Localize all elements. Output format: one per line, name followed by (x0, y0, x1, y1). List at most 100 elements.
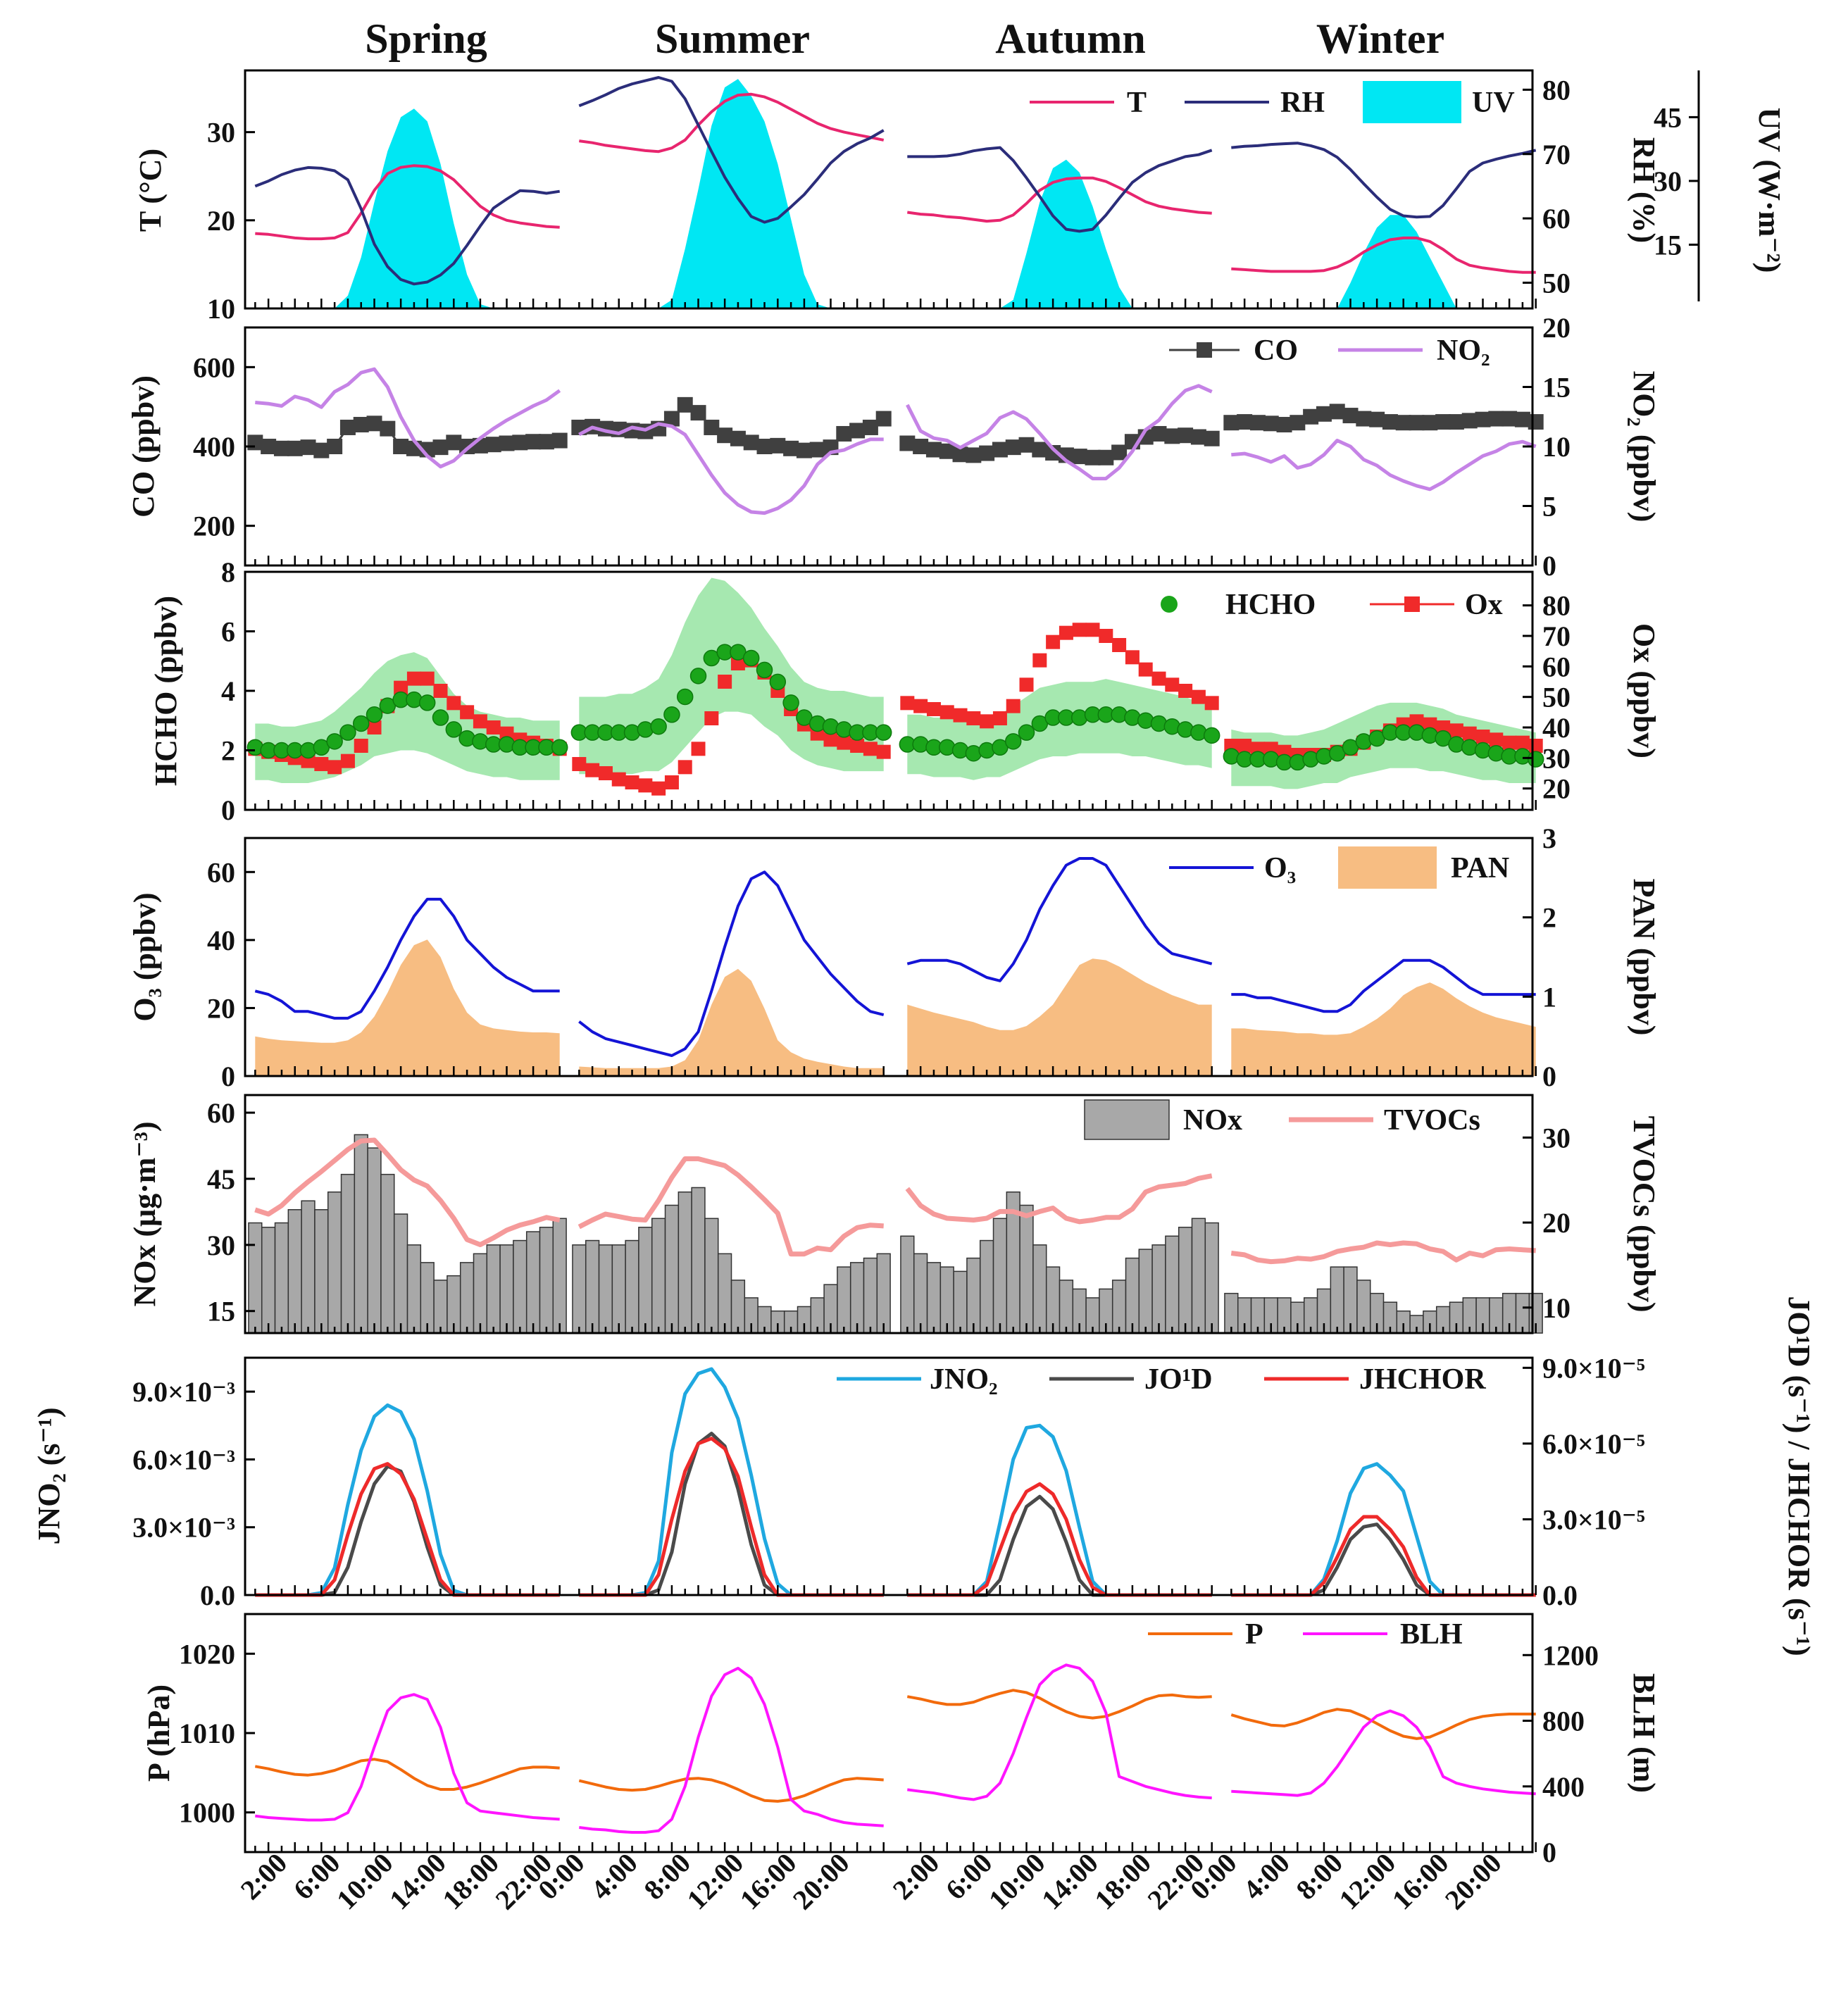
nox-bar (314, 1208, 329, 1334)
left-tick-label: 0 (221, 794, 235, 826)
ox-marker (1165, 677, 1180, 692)
legend-marker-ox (1404, 596, 1420, 612)
y-axis-label-blh: BLH (m) (1627, 1673, 1661, 1793)
right-tick-label: 400 (1542, 1771, 1585, 1803)
ox-marker (1112, 638, 1127, 652)
nox-bar (248, 1222, 263, 1334)
co-marker (287, 440, 303, 456)
legend-label-blh: BLH (1400, 1618, 1463, 1651)
p-line-autumn (906, 1689, 1212, 1720)
season-title-winter: Winter (1316, 15, 1444, 62)
co-marker (899, 435, 916, 451)
ox-marker (664, 775, 679, 789)
x-tick-label: 2:00 (887, 1847, 946, 1906)
co-marker (1204, 430, 1220, 446)
left-tick-label: 1020 (179, 1638, 235, 1670)
nox-bar (393, 1213, 408, 1334)
co-marker (551, 432, 568, 449)
ox-marker (598, 766, 613, 780)
x-tick-label: 20:00 (787, 1847, 856, 1916)
ox-marker (900, 696, 915, 711)
ox-marker (1072, 623, 1087, 637)
co-marker (247, 434, 263, 451)
co-marker (446, 434, 462, 451)
right-tick-label: 0 (1542, 550, 1556, 582)
ox-marker (611, 772, 626, 787)
uv-tick-label: 30 (1654, 165, 1682, 197)
ox-marker (585, 763, 600, 777)
ox-marker (447, 696, 461, 711)
left-tick-label: 400 (193, 431, 235, 463)
co-marker (1435, 414, 1451, 430)
nox-bar (1165, 1235, 1180, 1334)
nox-bar (1138, 1249, 1153, 1334)
co-marker (1395, 415, 1411, 431)
ox-marker (876, 744, 891, 759)
co-marker (380, 420, 396, 437)
uv-area-autumn (999, 159, 1132, 308)
right-tick-label: 2 (1542, 902, 1556, 934)
ox-marker (1059, 625, 1073, 640)
nox-bar (420, 1262, 435, 1334)
co-marker (1422, 415, 1438, 431)
right-tick-label: 5 (1542, 491, 1556, 523)
co-marker (925, 442, 942, 458)
co-marker (1290, 415, 1306, 431)
right-tick-label: 20 (1542, 773, 1571, 805)
legend-label-rh: RH (1280, 87, 1325, 119)
ox-marker (1409, 714, 1424, 729)
ox-marker (1489, 732, 1504, 747)
left-tick-label: 15 (207, 1296, 235, 1327)
nox-bar (691, 1187, 706, 1334)
nox-bar (611, 1244, 626, 1334)
t-line-summer (579, 92, 885, 154)
x-tick-label: 10:00 (982, 1847, 1051, 1916)
nox-bar (473, 1253, 488, 1334)
nox-bar (704, 1218, 719, 1334)
nox-bar (340, 1173, 356, 1334)
legend-label-jhchor: JHCHOR (1359, 1363, 1486, 1396)
nox-bar (552, 1218, 567, 1334)
ox-marker (1032, 653, 1047, 668)
legend-label-ox: Ox (1465, 589, 1503, 621)
right-tick-label: 3.0×10⁻⁵ (1542, 1503, 1645, 1535)
left-tick-label: 4 (221, 675, 235, 707)
co-marker (393, 439, 409, 454)
y-axis-label-jno2: JNO₂ (s⁻¹) (32, 1407, 66, 1544)
legend-label-no2: NO₂ (1437, 334, 1490, 367)
nox-bar (1151, 1244, 1166, 1334)
hcho-marker (689, 668, 707, 684)
ox-marker (1528, 739, 1543, 753)
co-marker (1151, 425, 1167, 442)
ox-marker (1046, 634, 1061, 649)
nox-bar (849, 1262, 865, 1334)
co-marker (1329, 404, 1345, 420)
nox-bar (939, 1266, 954, 1334)
ox-marker (1191, 689, 1206, 704)
co-marker (366, 415, 382, 432)
x-tick-label: 16:00 (1386, 1847, 1455, 1916)
right-tick-label: 1200 (1542, 1639, 1599, 1671)
left-tick-label: 40 (207, 925, 235, 956)
hcho-marker (551, 739, 568, 756)
uv-area-winter (1337, 215, 1456, 308)
t-line-spring (255, 164, 560, 241)
pan-area-spring (255, 939, 560, 1076)
ox-marker (980, 714, 994, 729)
y-axis-label-nox: NOx (μg·m⁻³) (127, 1122, 162, 1307)
left-tick-label: 60 (207, 1097, 235, 1129)
tvocs-line-autumn (905, 1173, 1213, 1225)
nox-bar (1059, 1280, 1074, 1334)
nox-bar (1125, 1257, 1140, 1334)
y-axis-label-p: P (hPa) (142, 1684, 176, 1782)
nox-bar (900, 1235, 915, 1334)
co-marker (730, 430, 746, 446)
co-marker (1249, 415, 1266, 431)
ox-marker (850, 739, 865, 753)
right-tick-label: 80 (1542, 74, 1571, 106)
co-marker (979, 445, 995, 461)
ox-marker (651, 781, 666, 796)
co-marker (1045, 445, 1061, 461)
ox-marker (1178, 684, 1193, 698)
right-tick-label: 1 (1542, 981, 1556, 1013)
